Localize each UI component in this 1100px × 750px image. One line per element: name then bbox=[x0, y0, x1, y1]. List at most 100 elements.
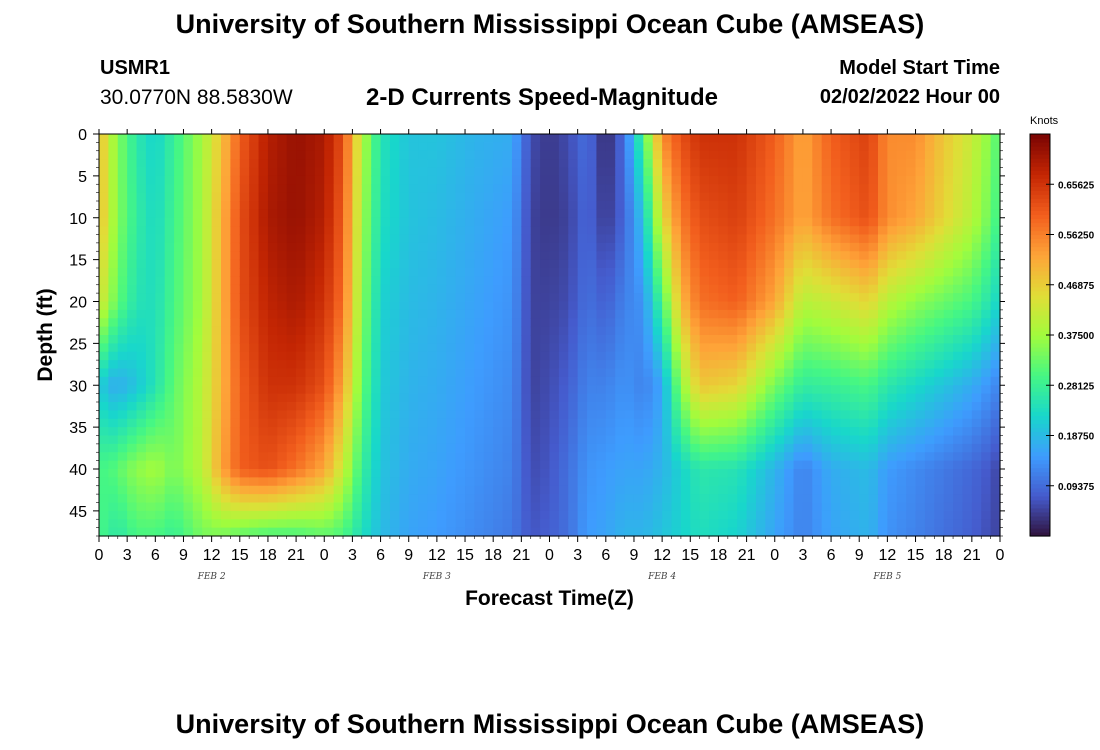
heatmap-cell bbox=[324, 284, 335, 294]
heatmap-cell bbox=[633, 217, 644, 227]
heatmap-cell bbox=[380, 485, 391, 495]
heatmap-cell bbox=[296, 142, 307, 152]
heatmap-cell bbox=[840, 326, 851, 336]
heatmap-cell bbox=[540, 393, 551, 403]
heatmap-cell bbox=[953, 410, 964, 420]
heatmap-cell bbox=[145, 201, 156, 210]
heatmap-cell bbox=[174, 192, 185, 202]
heatmap-cell bbox=[502, 385, 513, 395]
heatmap-cell bbox=[117, 335, 128, 344]
heatmap-cell bbox=[821, 502, 832, 512]
heatmap-cell bbox=[521, 376, 532, 386]
heatmap-cell bbox=[737, 485, 748, 495]
heatmap-cell bbox=[127, 351, 138, 361]
heatmap-cell bbox=[117, 276, 128, 286]
heatmap-cell bbox=[136, 209, 147, 219]
heatmap-cell bbox=[530, 485, 541, 495]
heatmap-cell bbox=[755, 335, 766, 344]
heatmap-cell bbox=[568, 209, 579, 219]
heatmap-cell bbox=[831, 460, 842, 470]
heatmap-cell bbox=[202, 335, 213, 344]
colorbar-segment bbox=[1030, 383, 1050, 388]
heatmap-cell bbox=[540, 301, 551, 311]
heatmap-cell bbox=[99, 402, 109, 411]
heatmap-cell bbox=[164, 318, 175, 328]
heatmap-cell bbox=[174, 309, 185, 319]
heatmap-cell bbox=[662, 494, 673, 504]
heatmap-cell bbox=[718, 175, 729, 185]
heatmap-cell bbox=[511, 435, 522, 445]
heatmap-cell bbox=[755, 309, 766, 319]
heatmap-cell bbox=[399, 368, 410, 378]
heatmap-cell bbox=[849, 301, 860, 311]
heatmap-cell bbox=[343, 435, 354, 445]
heatmap-cell bbox=[145, 502, 156, 512]
heatmap-cell bbox=[981, 268, 992, 277]
heatmap-cell bbox=[755, 159, 766, 169]
heatmap-cell bbox=[784, 134, 795, 143]
heatmap-cell bbox=[906, 335, 917, 344]
heatmap-cell bbox=[436, 393, 447, 403]
heatmap-cell bbox=[859, 360, 870, 370]
heatmap-cell bbox=[221, 385, 231, 395]
heatmap-cell bbox=[117, 134, 128, 143]
heatmap-cell bbox=[521, 134, 532, 143]
heatmap-cell bbox=[361, 201, 372, 210]
heatmap-cell bbox=[840, 485, 851, 495]
heatmap-cell bbox=[155, 184, 166, 194]
heatmap-cell bbox=[558, 134, 569, 143]
heatmap-cell bbox=[568, 351, 579, 361]
heatmap-cell bbox=[108, 268, 119, 277]
heatmap-cell bbox=[877, 393, 888, 403]
heatmap-cell bbox=[493, 510, 504, 520]
heatmap-cell bbox=[718, 309, 729, 319]
heatmap-cell bbox=[802, 142, 813, 152]
heatmap-cell bbox=[746, 159, 757, 169]
heatmap-cell bbox=[971, 393, 982, 403]
heatmap-cell bbox=[662, 393, 673, 403]
heatmap-cell bbox=[577, 268, 588, 277]
heatmap-cell bbox=[164, 443, 175, 453]
x-tick-label: 21 bbox=[287, 547, 305, 564]
heatmap-cell bbox=[361, 309, 372, 319]
heatmap-cell bbox=[662, 527, 673, 537]
heatmap-cell bbox=[408, 527, 419, 537]
heatmap-cell bbox=[145, 276, 156, 286]
heatmap-cell bbox=[493, 485, 504, 495]
heatmap-cell bbox=[483, 427, 494, 437]
x-tick-label: 12 bbox=[653, 547, 671, 564]
heatmap-cell bbox=[699, 259, 710, 269]
heatmap-cell bbox=[465, 427, 476, 437]
heatmap-cell bbox=[671, 385, 682, 395]
heatmap-cell bbox=[361, 175, 372, 185]
heatmap-cell bbox=[849, 326, 860, 336]
heatmap-cell bbox=[183, 502, 194, 512]
heatmap-cell bbox=[249, 301, 260, 311]
heatmap-cell bbox=[915, 234, 926, 244]
heatmap-cell bbox=[333, 452, 344, 462]
heatmap-cell bbox=[896, 217, 907, 227]
heatmap-cell bbox=[314, 510, 325, 520]
heatmap-cell bbox=[408, 368, 419, 378]
y-axis-title: Depth (ft) bbox=[34, 288, 57, 381]
heatmap-cell bbox=[981, 284, 992, 294]
heatmap-cell bbox=[643, 343, 654, 353]
heatmap-cell bbox=[258, 460, 269, 470]
heatmap-cell bbox=[587, 443, 598, 453]
heatmap-cell bbox=[418, 485, 429, 495]
heatmap-cell bbox=[286, 192, 297, 202]
heatmap-cell bbox=[399, 318, 410, 328]
heatmap-cell bbox=[465, 402, 476, 411]
heatmap-cell bbox=[352, 167, 363, 177]
heatmap-cell bbox=[145, 469, 156, 478]
heatmap-cell bbox=[633, 309, 644, 319]
heatmap-cell bbox=[784, 360, 795, 370]
heatmap-cell bbox=[296, 494, 307, 504]
heatmap-cell bbox=[380, 142, 391, 152]
heatmap-cell bbox=[399, 326, 410, 336]
heatmap-cell bbox=[108, 510, 119, 520]
heatmap-cell bbox=[286, 268, 297, 277]
heatmap-cell bbox=[192, 201, 203, 210]
heatmap-cell bbox=[953, 184, 964, 194]
heatmap-cell bbox=[483, 192, 494, 202]
